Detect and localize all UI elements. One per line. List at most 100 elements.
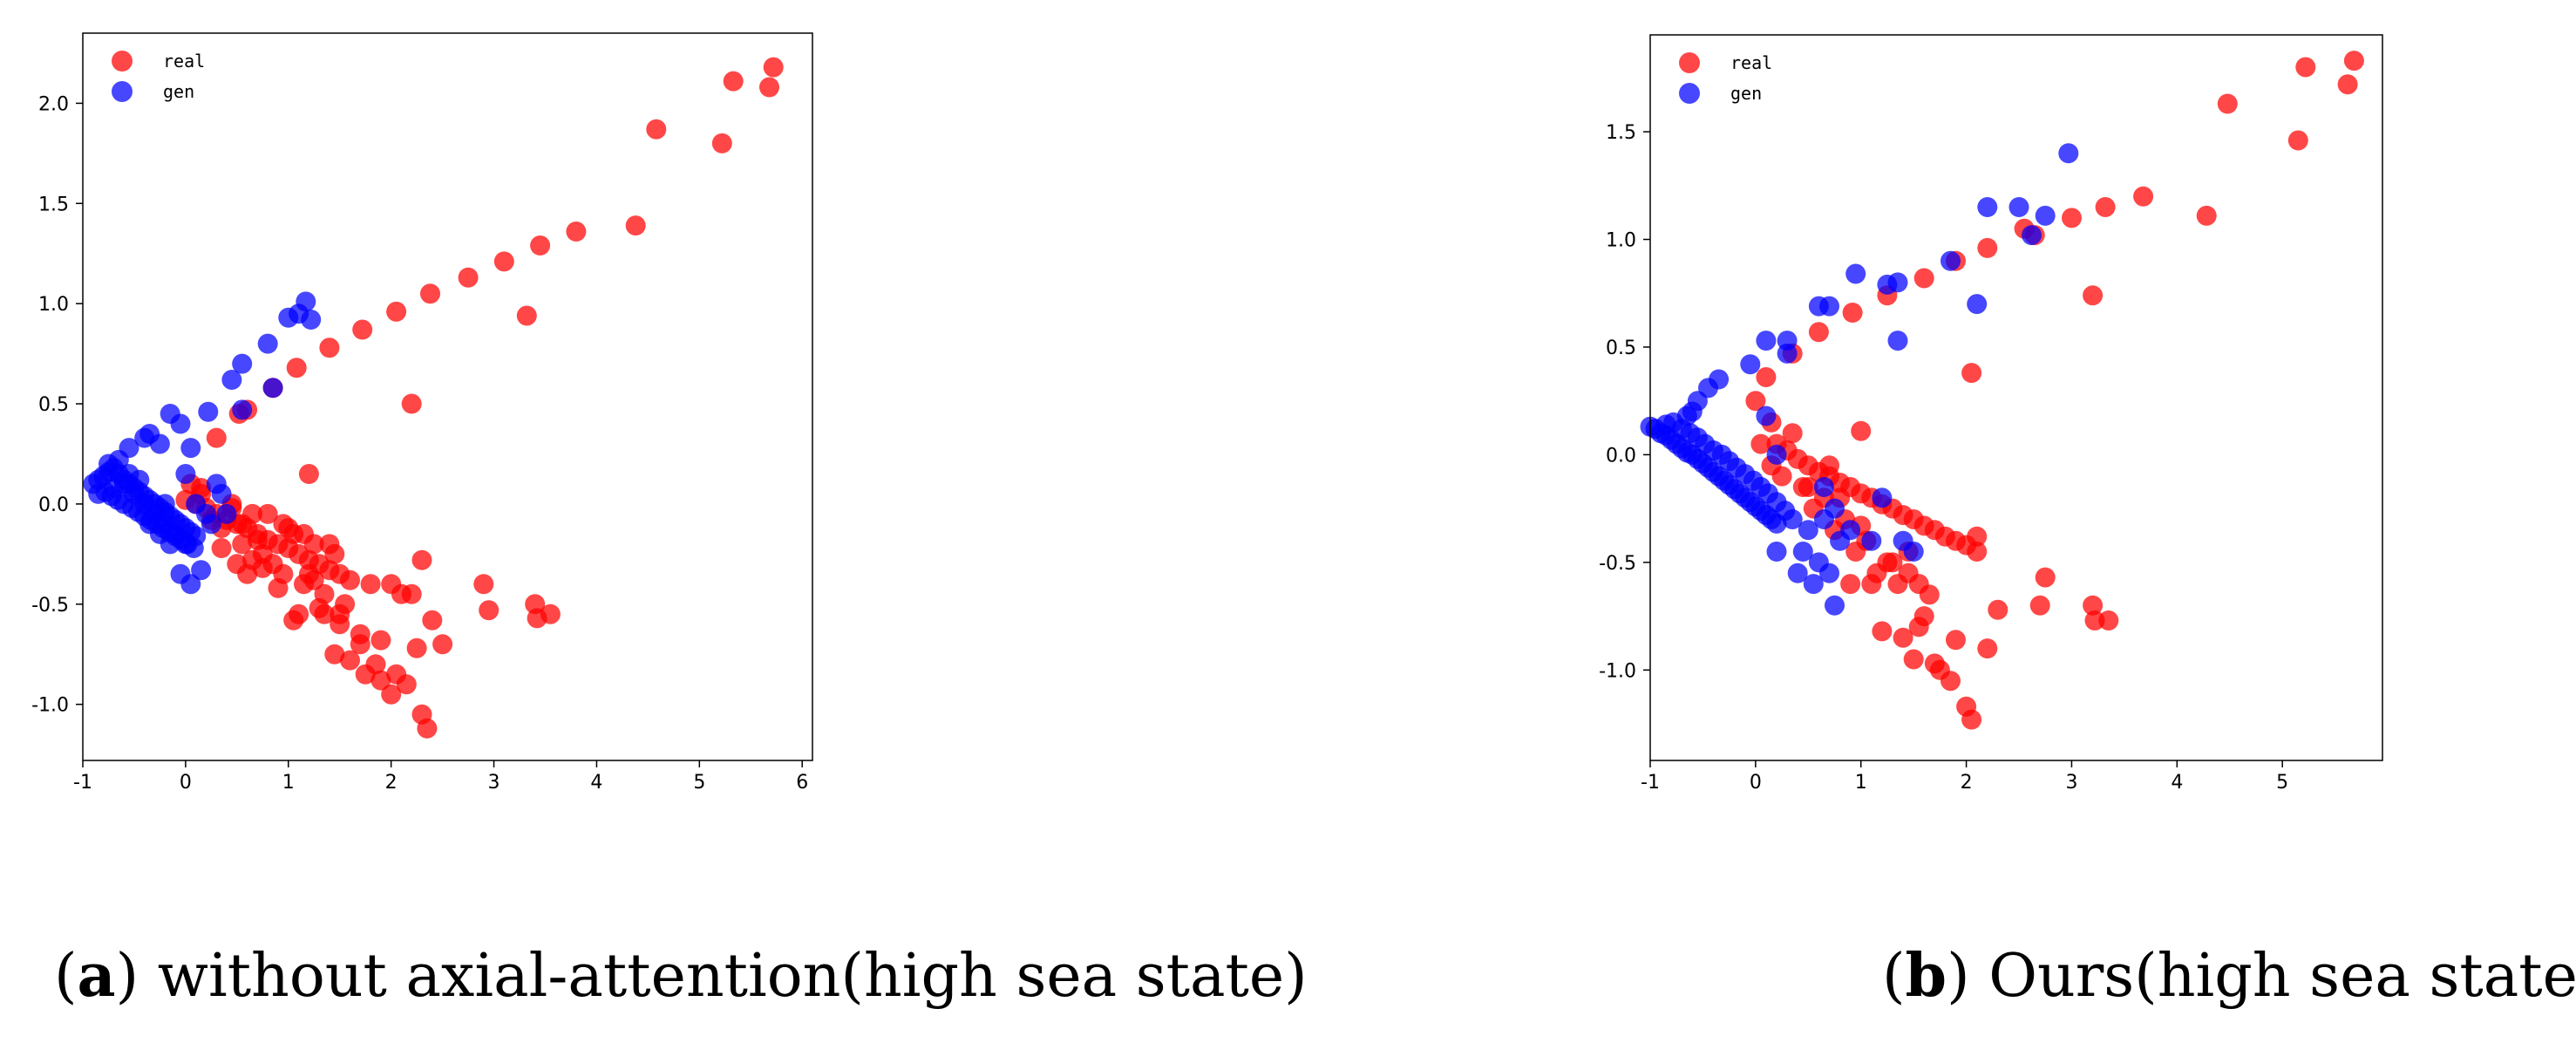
point-gen (180, 574, 201, 595)
point-gen (191, 560, 212, 581)
point-gen (175, 464, 196, 484)
point-real (1961, 709, 1982, 730)
point-gen (257, 333, 278, 354)
y-tick-label: 1.5 (1606, 122, 1636, 144)
point-real (530, 235, 551, 256)
x-tick-label: 4 (590, 772, 602, 794)
legend: real gen (1679, 52, 1772, 104)
point-real (294, 523, 314, 544)
point-real (646, 119, 667, 140)
point-real (2217, 93, 2238, 114)
point-real (2029, 595, 2050, 616)
point-gen (1903, 542, 1924, 562)
point-real (324, 644, 345, 665)
point-real (1840, 574, 1861, 595)
point-real (1872, 621, 1893, 642)
scatter-plot-a: -1 0 1 2 3 4 5 6 -1.0 -0.5 0.0 0.5 1.0 1.5 2.0 real gen (31, 32, 813, 794)
point-gen (1872, 487, 1893, 508)
point-real (1908, 617, 1929, 637)
point-real (1967, 526, 1988, 547)
point-real (247, 529, 268, 550)
panel-b: -1 0 1 2 3 4 5 -1.0 -0.5 0.0 0.5 1.0 1.5 real gen (b) … (1290, 0, 2576, 1043)
plot-frame (1649, 34, 2383, 761)
point-real (2196, 205, 2217, 226)
y-tick-label: 1.5 (38, 194, 69, 215)
point-gen (2058, 143, 2079, 164)
point-real (211, 538, 232, 558)
point-real (1798, 477, 1818, 497)
point-real (370, 630, 391, 651)
point-real (759, 77, 779, 98)
point-gen (1825, 498, 1845, 519)
point-real (1893, 627, 1913, 648)
y-tick-label: -0.5 (31, 595, 69, 617)
x-tick-label: -1 (73, 772, 92, 794)
point-real (273, 514, 294, 535)
point-real (330, 614, 350, 635)
x-tick-label: -1 (1641, 772, 1660, 794)
point-gen (1777, 343, 1798, 364)
point-gen (1861, 530, 1882, 551)
point-real (711, 133, 732, 153)
point-gen (1967, 294, 1988, 315)
point-real (206, 427, 227, 448)
point-gen (1803, 574, 1824, 595)
point-real (2098, 610, 2119, 631)
point-gen (186, 494, 207, 515)
x-tick-label: 3 (488, 772, 500, 794)
point-real (1967, 542, 1988, 562)
x-tick-label: 5 (2276, 772, 2288, 794)
point-real (1977, 638, 1998, 659)
point-real (420, 283, 440, 304)
caption-a: (a) without axial-attention(high sea sta… (54, 941, 1308, 1011)
point-gen (108, 449, 129, 470)
point-gen (1813, 477, 1834, 497)
point-real (2083, 595, 2104, 616)
point-gen (129, 469, 150, 490)
point-real (2035, 567, 2056, 588)
point-gen (1798, 520, 1818, 541)
point-gen (289, 303, 309, 324)
point-real (350, 634, 370, 655)
point-gen (175, 534, 196, 555)
point-real (2133, 186, 2154, 207)
point-real (319, 534, 340, 555)
point-real (1819, 455, 1839, 476)
point-gen (1887, 331, 1908, 351)
point-real (232, 534, 253, 555)
point-gen (154, 494, 175, 515)
point-gen (1940, 250, 1961, 271)
y-tick-label: 0.5 (1606, 337, 1636, 359)
x-tick-label: 0 (1750, 772, 1762, 794)
caption-a-text: ) without axial-attention(high sea state… (115, 942, 1308, 1011)
point-real (1988, 599, 2008, 620)
point-real (386, 301, 407, 322)
point-gen (232, 399, 253, 420)
point-real (268, 577, 289, 598)
point-real (1750, 433, 1771, 454)
point-gen (1766, 444, 1787, 465)
legend-label-gen: gen (1730, 83, 1762, 104)
point-gen (1877, 274, 1898, 295)
point-gen (1766, 542, 1787, 562)
point-gen (216, 503, 237, 524)
point-real (232, 514, 253, 535)
point-gen (149, 433, 170, 454)
point-real (1851, 420, 1872, 441)
point-real (2083, 285, 2104, 306)
point-real (286, 358, 307, 378)
legend-label-gen: gen (163, 81, 194, 102)
point-real (493, 251, 514, 272)
point-gen (1840, 520, 1861, 541)
legend-label-real: real (1730, 52, 1772, 73)
y-tick-label: 0.0 (1606, 445, 1636, 467)
point-real (401, 583, 422, 604)
point-real (352, 319, 373, 340)
point-real (763, 57, 784, 78)
points-group (83, 57, 784, 739)
y-tick-label: 1.0 (38, 294, 69, 316)
x-tick-label: 2 (385, 772, 398, 794)
point-gen (2008, 197, 2029, 217)
point-gen (1977, 197, 1998, 217)
point-real (406, 637, 427, 658)
